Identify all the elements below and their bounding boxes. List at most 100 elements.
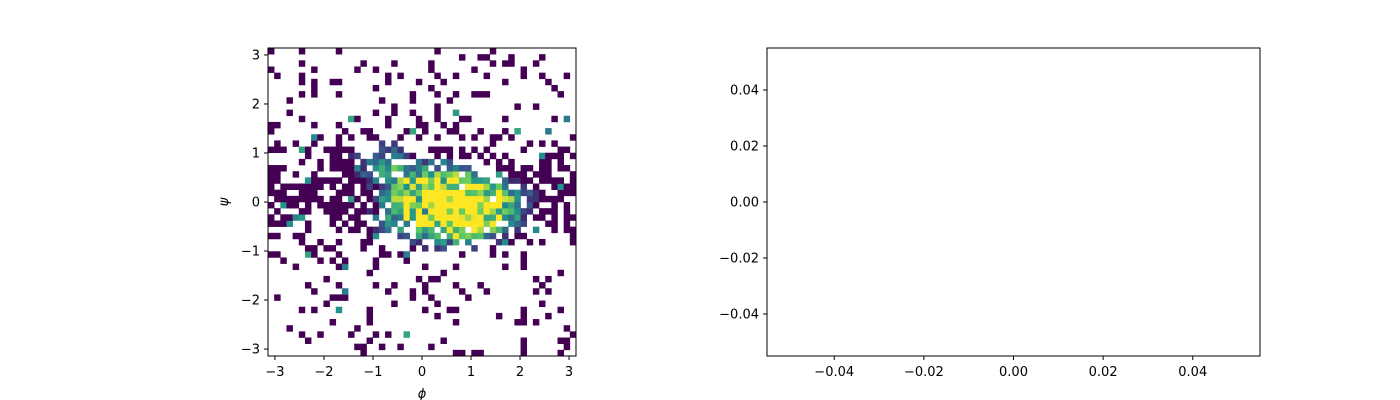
histogram-bin xyxy=(514,220,521,227)
histogram-bin xyxy=(311,171,318,178)
histogram-bin xyxy=(471,349,478,357)
histogram-bin xyxy=(551,84,558,92)
histogram-bin xyxy=(471,195,478,203)
histogram-bin xyxy=(539,214,546,221)
histogram-bin xyxy=(354,343,361,351)
histogram-bin xyxy=(317,158,324,166)
histogram-bin xyxy=(274,189,281,197)
histogram-bin xyxy=(532,171,540,178)
histogram-bin xyxy=(268,48,275,55)
histogram-bin xyxy=(428,214,435,221)
histogram-bin xyxy=(514,226,521,234)
histogram-bin xyxy=(274,171,281,178)
histogram-bin xyxy=(563,325,571,332)
histogram-bin xyxy=(391,177,398,184)
histogram-bin xyxy=(434,202,441,209)
histogram-bin xyxy=(335,214,343,221)
histogram-bin xyxy=(397,189,404,197)
histogram-bin xyxy=(563,343,571,351)
x-tick-label: −2 xyxy=(314,365,333,380)
histogram-bin xyxy=(520,214,528,221)
histogram-bin xyxy=(477,183,484,190)
histogram-bin xyxy=(440,214,447,221)
histogram-bin xyxy=(422,177,429,184)
histogram-bin xyxy=(274,232,281,240)
histogram-bin xyxy=(563,189,571,197)
histogram-bin xyxy=(508,214,515,221)
histogram-bin xyxy=(539,282,546,289)
histogram-bin xyxy=(502,238,509,246)
histogram-bin xyxy=(329,152,337,160)
histogram-bin xyxy=(514,195,521,203)
histogram-bin xyxy=(415,275,423,283)
histogram-bin xyxy=(335,195,343,203)
histogram-bin xyxy=(446,238,454,246)
histogram-bin xyxy=(298,238,306,246)
histogram-bin xyxy=(280,195,287,203)
histogram-bin xyxy=(440,269,447,277)
histogram-bin xyxy=(489,208,497,215)
histogram-bin xyxy=(378,183,386,190)
histogram-bin xyxy=(348,226,355,234)
histogram-bin xyxy=(311,66,318,73)
histogram-bin xyxy=(545,171,552,178)
histogram-bin xyxy=(539,177,546,184)
histogram-bin xyxy=(465,214,472,221)
histogram-bin xyxy=(268,214,275,221)
histogram-bin xyxy=(409,97,417,104)
histogram-bin xyxy=(422,165,429,172)
histogram-bin xyxy=(446,152,454,160)
histogram-bin xyxy=(304,282,312,289)
histogram-bin xyxy=(422,183,429,190)
histogram-bin xyxy=(317,165,324,172)
histogram-bin xyxy=(304,152,312,160)
histogram-bin xyxy=(268,232,275,240)
histogram-bin xyxy=(502,226,509,234)
histogram-bin xyxy=(483,158,491,166)
histogram-bin xyxy=(403,214,410,221)
histogram-bin xyxy=(304,195,312,203)
y-tick-label: −3 xyxy=(241,343,260,358)
histogram-bin xyxy=(403,202,410,209)
histogram-bin xyxy=(422,195,429,203)
histogram-bin xyxy=(372,109,380,117)
histogram-bin xyxy=(360,177,367,184)
histogram-bin xyxy=(341,263,349,271)
histogram-bin xyxy=(422,128,429,135)
histogram-bin xyxy=(434,275,441,283)
histogram-bin xyxy=(446,165,454,172)
histogram-bin xyxy=(440,171,447,178)
histogram-bin xyxy=(477,128,484,135)
histogram-bin xyxy=(268,202,275,209)
histogram-bin xyxy=(378,152,386,160)
histogram-bin xyxy=(422,171,429,178)
histogram-bin xyxy=(452,189,460,197)
histogram-bin xyxy=(409,294,417,301)
y-tick-label: 1 xyxy=(252,146,260,161)
histogram-bin xyxy=(545,128,552,135)
histogram-bin xyxy=(403,251,410,258)
histogram-bin xyxy=(569,152,577,160)
histogram-bin xyxy=(520,263,528,271)
histogram-bin xyxy=(378,245,386,252)
histogram-bin xyxy=(465,165,472,172)
histogram-bin xyxy=(354,208,361,215)
histogram-bin xyxy=(372,84,380,92)
histogram-bin xyxy=(409,171,417,178)
histogram-bin xyxy=(348,177,355,184)
histogram-bin xyxy=(428,84,435,92)
histogram-bin xyxy=(495,189,503,197)
histogram-bin xyxy=(422,208,429,215)
histogram-bin xyxy=(268,183,275,190)
histogram-bin xyxy=(385,165,392,172)
histogram-bin xyxy=(274,195,281,203)
histogram-bin xyxy=(539,54,546,61)
histogram-bin xyxy=(458,349,466,357)
histogram-bin xyxy=(403,189,410,197)
histogram-bin xyxy=(397,232,404,240)
histogram-bin xyxy=(440,208,447,215)
histogram-bin xyxy=(348,146,355,154)
x-tick-label: 1 xyxy=(467,365,475,380)
histogram-bin xyxy=(434,220,441,227)
histogram-bin xyxy=(397,208,404,215)
